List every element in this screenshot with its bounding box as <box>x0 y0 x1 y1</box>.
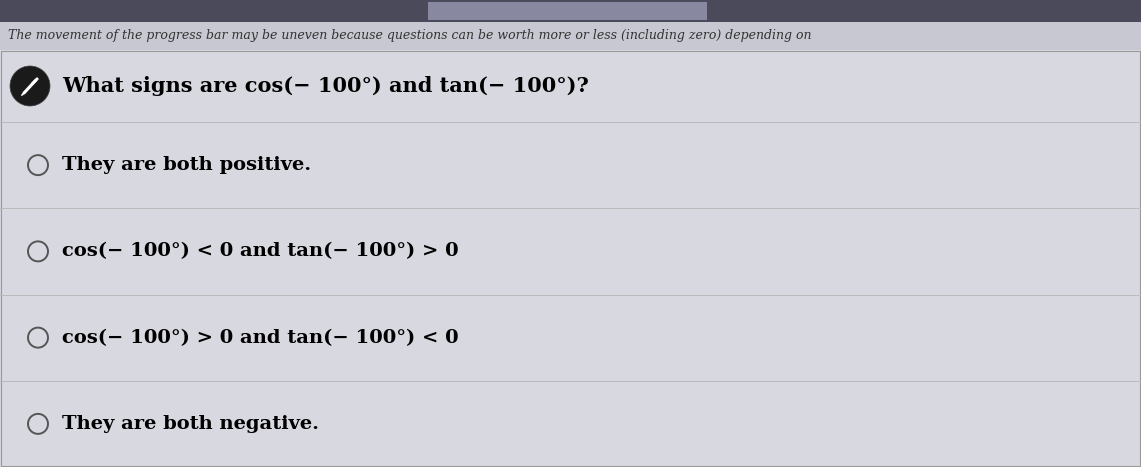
Text: The movement of the progress bar may be uneven because questions can be worth mo: The movement of the progress bar may be … <box>8 29 811 42</box>
Text: cos(− 100°) > 0 and tan(− 100°) < 0: cos(− 100°) > 0 and tan(− 100°) < 0 <box>62 329 459 347</box>
Bar <box>0 0 1141 22</box>
Bar <box>1 51 1140 466</box>
Bar <box>0 22 1141 50</box>
Text: What signs are cos(− 100°) and tan(− 100°)?: What signs are cos(− 100°) and tan(− 100… <box>62 76 589 96</box>
Bar <box>428 2 707 20</box>
Circle shape <box>10 66 50 106</box>
Text: cos(− 100°) < 0 and tan(− 100°) > 0: cos(− 100°) < 0 and tan(− 100°) > 0 <box>62 242 459 261</box>
Text: They are both negative.: They are both negative. <box>62 415 319 433</box>
Bar <box>0 50 1141 467</box>
Text: They are both positive.: They are both positive. <box>62 156 311 174</box>
